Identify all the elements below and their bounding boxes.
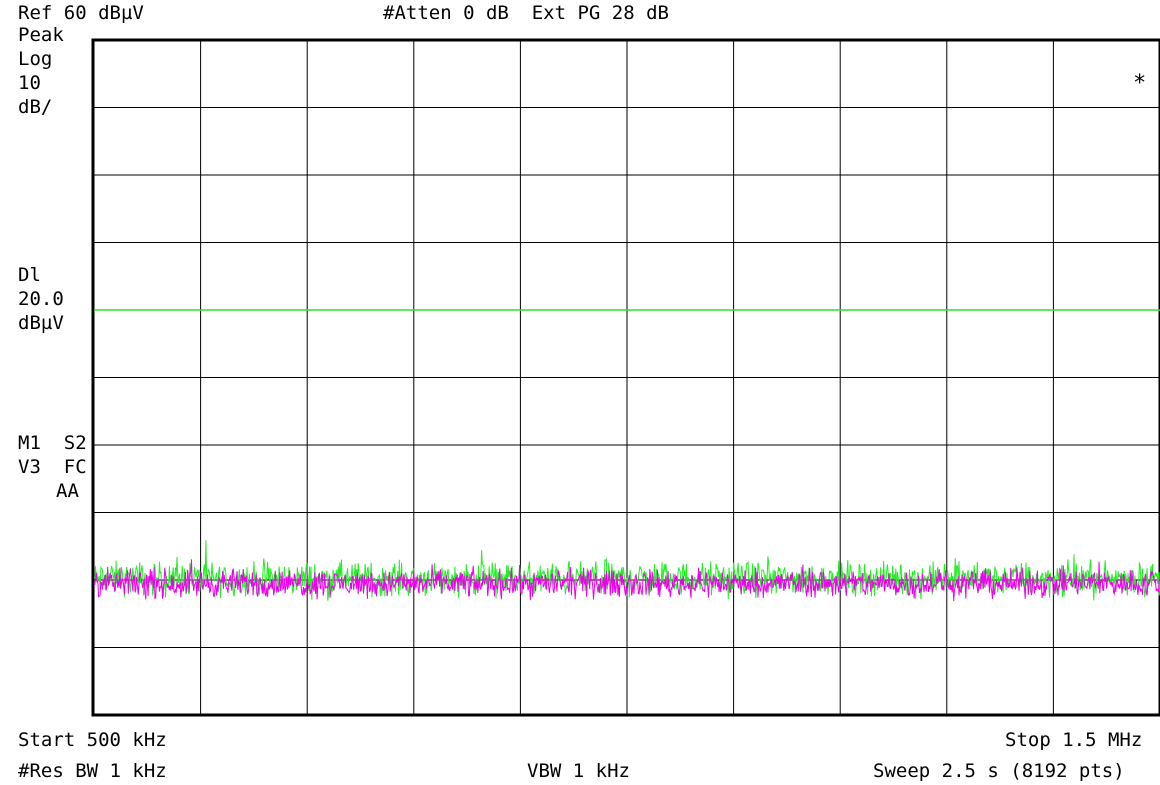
stop-frequency: Stop 1.5 MHz — [1005, 729, 1143, 751]
trace-status-3: AA — [56, 480, 79, 502]
trace-magenta — [93, 559, 1160, 602]
video-bandwidth: VBW 1 kHz — [527, 760, 630, 782]
resolution-bandwidth: #Res BW 1 kHz — [18, 760, 167, 782]
attenuation-label: #Atten 0 dB Ext PG 28 dB — [383, 2, 669, 24]
detector-label: Peak — [18, 24, 64, 46]
scale-unit-label: dB/ — [18, 96, 53, 118]
display-line-label: Dl — [18, 264, 41, 286]
scale-value-label: 10 — [18, 72, 41, 94]
display-line-unit: dBµV — [18, 312, 64, 334]
graticule-grid — [91, 38, 1160, 717]
scale-type-label: Log — [18, 48, 53, 70]
asterisk-marker: * — [1133, 71, 1146, 96]
sweep-time: Sweep 2.5 s (8192 pts) — [873, 760, 1125, 782]
start-frequency: Start 500 kHz — [18, 729, 167, 751]
display-line-value: 20.0 — [18, 288, 64, 310]
ref-level-label: Ref 60 dBµV — [18, 2, 144, 24]
trace-status-2: V3 FC — [18, 456, 87, 478]
trace-status-1: M1 S2 — [18, 432, 87, 454]
